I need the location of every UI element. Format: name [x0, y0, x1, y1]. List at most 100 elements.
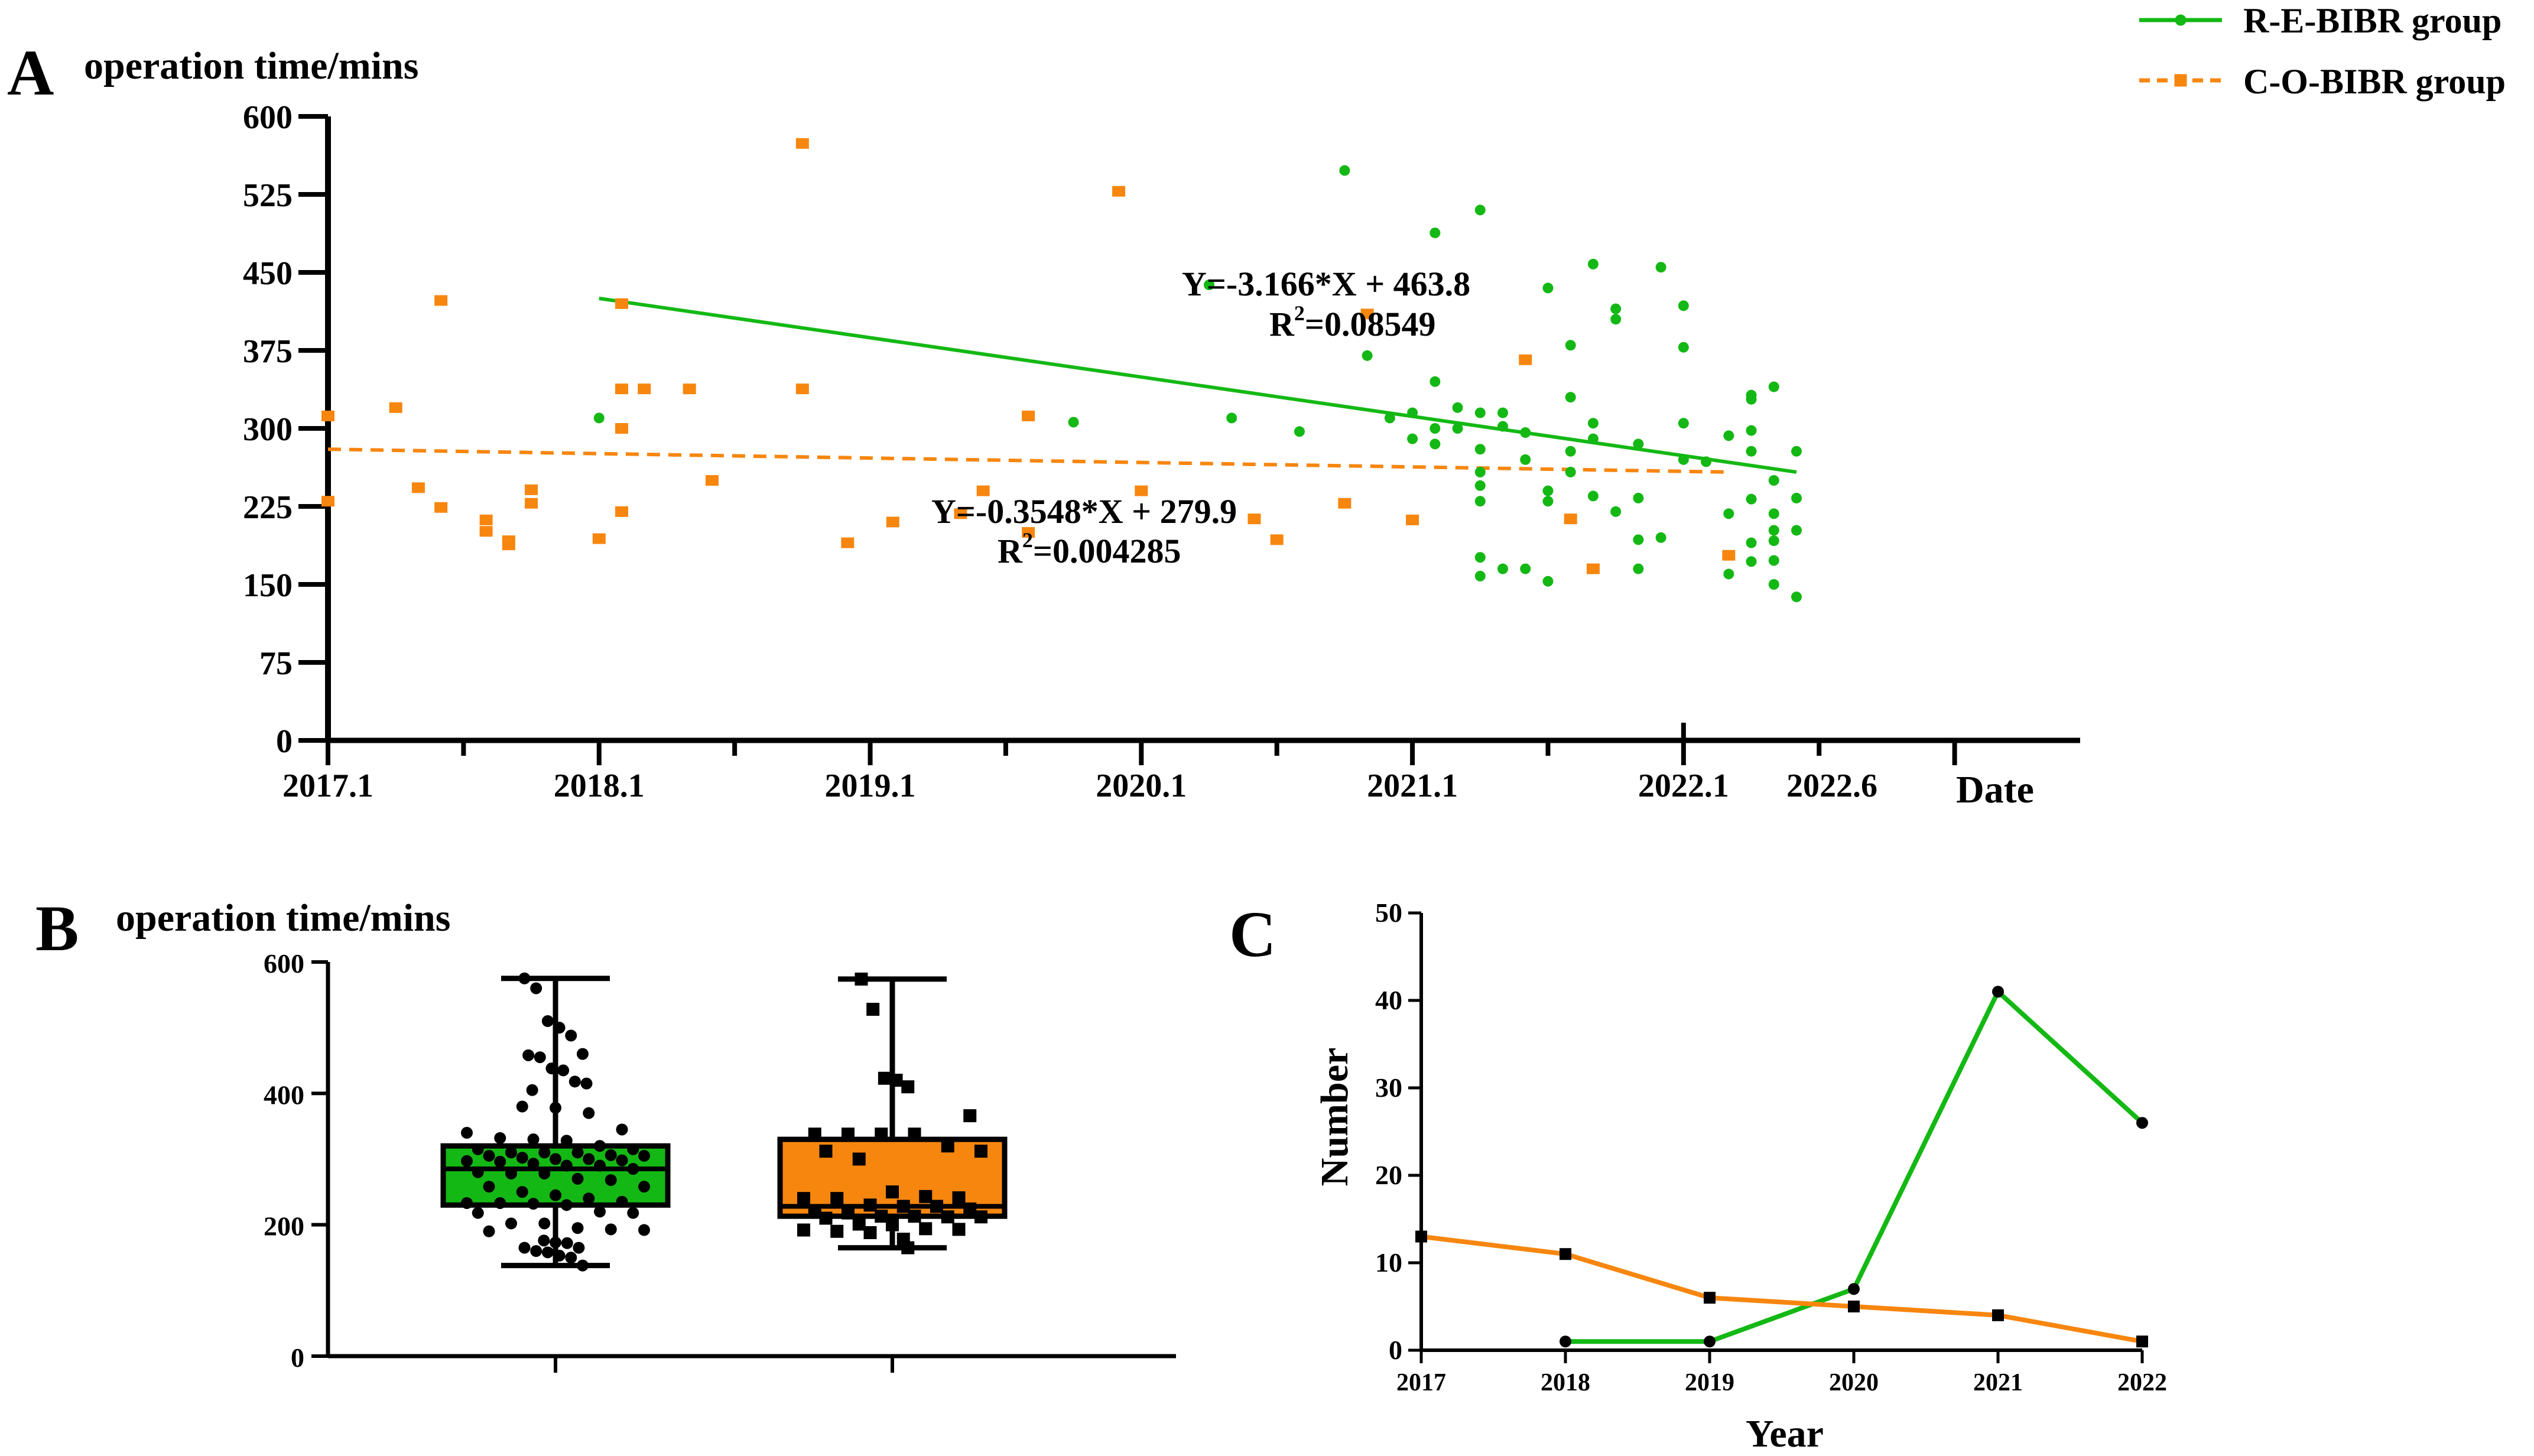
data-point-r-e-bibr [530, 1245, 542, 1257]
data-point-c-o-bibr [1415, 1231, 1427, 1243]
data-point-r-e-bibr [1588, 434, 1599, 444]
data-point-r-e-bibr [581, 1078, 593, 1090]
panel-a-y-tick-label: 150 [243, 567, 293, 604]
panel-c-y-tick-label: 20 [1375, 1160, 1402, 1190]
data-point-r-e-bibr [1769, 525, 1779, 535]
data-point-r-e-bibr [1769, 535, 1779, 546]
data-point-c-o-bibr [953, 1191, 966, 1204]
data-point-r-e-bibr [1678, 454, 1689, 465]
panel-c-y-axis-title: Number [1313, 1048, 1356, 1187]
data-point-r-e-bibr [1746, 390, 1757, 401]
data-point-c-o-bibr [919, 1222, 932, 1235]
data-point-r-e-bibr [1633, 493, 1643, 503]
data-point-r-e-bibr [494, 1132, 506, 1144]
data-point-r-e-bibr [1497, 421, 1508, 431]
panel-a-y-tick-label: 225 [243, 489, 293, 526]
data-point-r-e-bibr [1565, 340, 1576, 350]
panel-a-fit-lines [328, 298, 1796, 472]
data-point-r-e-bibr [1769, 555, 1779, 566]
data-point-r-e-bibr [561, 1237, 573, 1249]
panel-b-data-points [461, 973, 987, 1272]
data-point-c-o-bibr [525, 485, 538, 495]
data-point-r-e-bibr [461, 1197, 473, 1209]
data-point-r-e-bibr [1633, 564, 1643, 574]
data-point-c-o-bibr [820, 1212, 833, 1225]
data-point-r-e-bibr [565, 1030, 577, 1042]
data-point-r-e-bibr [638, 1150, 650, 1162]
data-point-r-e-bibr [1701, 456, 1711, 467]
data-point-r-e-bibr [554, 1250, 566, 1262]
data-point-c-o-bibr [796, 384, 809, 394]
data-point-c-o-bibr [886, 1218, 899, 1231]
data-point-r-e-bibr [605, 1149, 617, 1161]
fit-equation-r-e-bibr: Y=-3.166*X + 463.8 [1182, 265, 1470, 303]
data-point-r-e-bibr [1520, 454, 1531, 465]
data-point-c-o-bibr [797, 1224, 810, 1237]
data-point-r-e-bibr [1430, 376, 1440, 387]
data-point-r-e-bibr [550, 1102, 561, 1114]
data-point-r-e-bibr [1453, 423, 1463, 434]
data-point-c-o-bibr [864, 1226, 877, 1239]
panel-a-x-tick-label: 2021.1 [1367, 768, 1458, 804]
panel-a-x-tick-label: 2019.1 [825, 768, 916, 804]
data-point-r-e-bibr [1791, 446, 1802, 457]
data-point-c-o-bibr [908, 1210, 921, 1223]
data-point-c-o-bibr [2136, 1335, 2148, 1347]
panel-letter-b: B [35, 892, 79, 964]
data-point-c-o-bibr [502, 540, 515, 550]
data-point-r-e-bibr [577, 1048, 589, 1060]
data-point-r-e-bibr [1542, 496, 1553, 506]
data-point-r-e-bibr [1610, 506, 1621, 517]
data-point-r-e-bibr [594, 1205, 606, 1217]
data-point-c-o-bibr [412, 482, 425, 493]
data-point-c-o-bibr [878, 1072, 891, 1085]
data-point-c-o-bibr [615, 384, 628, 394]
panel-a-y-tick-label: 300 [243, 411, 293, 448]
data-point-c-o-bibr [1564, 514, 1577, 524]
data-point-r-e-bibr [1226, 412, 1237, 423]
panel-c-x-tick-label: 2022 [2117, 1369, 2167, 1396]
panel-a-x-tick-label: 2017.1 [282, 768, 373, 804]
data-point-r-e-bibr [1565, 467, 1576, 477]
data-point-r-e-bibr [1633, 534, 1643, 545]
data-point-c-o-bibr [901, 1242, 914, 1254]
data-point-r-e-bibr [1475, 552, 1486, 563]
data-point-c-o-bibr [389, 402, 402, 413]
data-point-r-e-bibr [561, 1160, 573, 1172]
panel-b-y-tick-label: 400 [264, 1080, 304, 1110]
data-point-c-o-bibr [1247, 514, 1260, 524]
data-point-r-e-bibr [1656, 262, 1666, 272]
data-point-r-e-bibr [1430, 228, 1440, 238]
data-point-c-o-bibr [901, 1080, 914, 1093]
data-point-c-o-bibr [480, 515, 493, 525]
data-point-r-e-bibr [550, 1153, 561, 1165]
data-point-r-e-bibr [483, 1226, 495, 1237]
data-point-c-o-bibr [842, 1127, 855, 1140]
legend-label-r-e-bibr: R-E-BIBR group [2243, 1, 2501, 40]
panel-a-y-tick-label: 0 [276, 723, 293, 760]
data-point-r-e-bibr [461, 1155, 473, 1167]
panel-c-x-axis-title: Year [1746, 1412, 1824, 1455]
data-point-c-o-bibr [1022, 411, 1035, 421]
panel-letter-a: A [7, 37, 54, 109]
data-point-r-e-bibr [605, 1223, 617, 1235]
panel-a-x-tick-label: 2022.1 [1638, 768, 1729, 804]
data-point-r-e-bibr [627, 1163, 639, 1175]
data-point-c-o-bibr [593, 534, 606, 544]
data-point-c-o-bibr [638, 384, 651, 394]
panel-a-y-tick-label: 375 [243, 333, 293, 370]
data-point-r-e-bibr [1610, 304, 1621, 314]
data-point-r-e-bibr [1542, 576, 1553, 587]
data-point-r-e-bibr [1588, 490, 1599, 501]
data-point-r-e-bibr [494, 1156, 506, 1168]
data-point-r-e-bibr [1475, 408, 1486, 418]
panel-a-y-axis-title: operation time/mins [84, 44, 418, 87]
data-point-r-e-bibr [1769, 579, 1779, 590]
panel-c-series-lines [1421, 992, 2142, 1341]
legend-marker-c-o-bibr [2175, 74, 2187, 86]
data-point-r-e-bibr [1656, 532, 1666, 543]
data-point-c-o-bibr [886, 516, 899, 527]
data-point-r-e-bibr [528, 1198, 540, 1210]
panel-b-y-tick-label: 600 [264, 948, 304, 979]
data-point-c-o-bibr [1112, 186, 1125, 197]
